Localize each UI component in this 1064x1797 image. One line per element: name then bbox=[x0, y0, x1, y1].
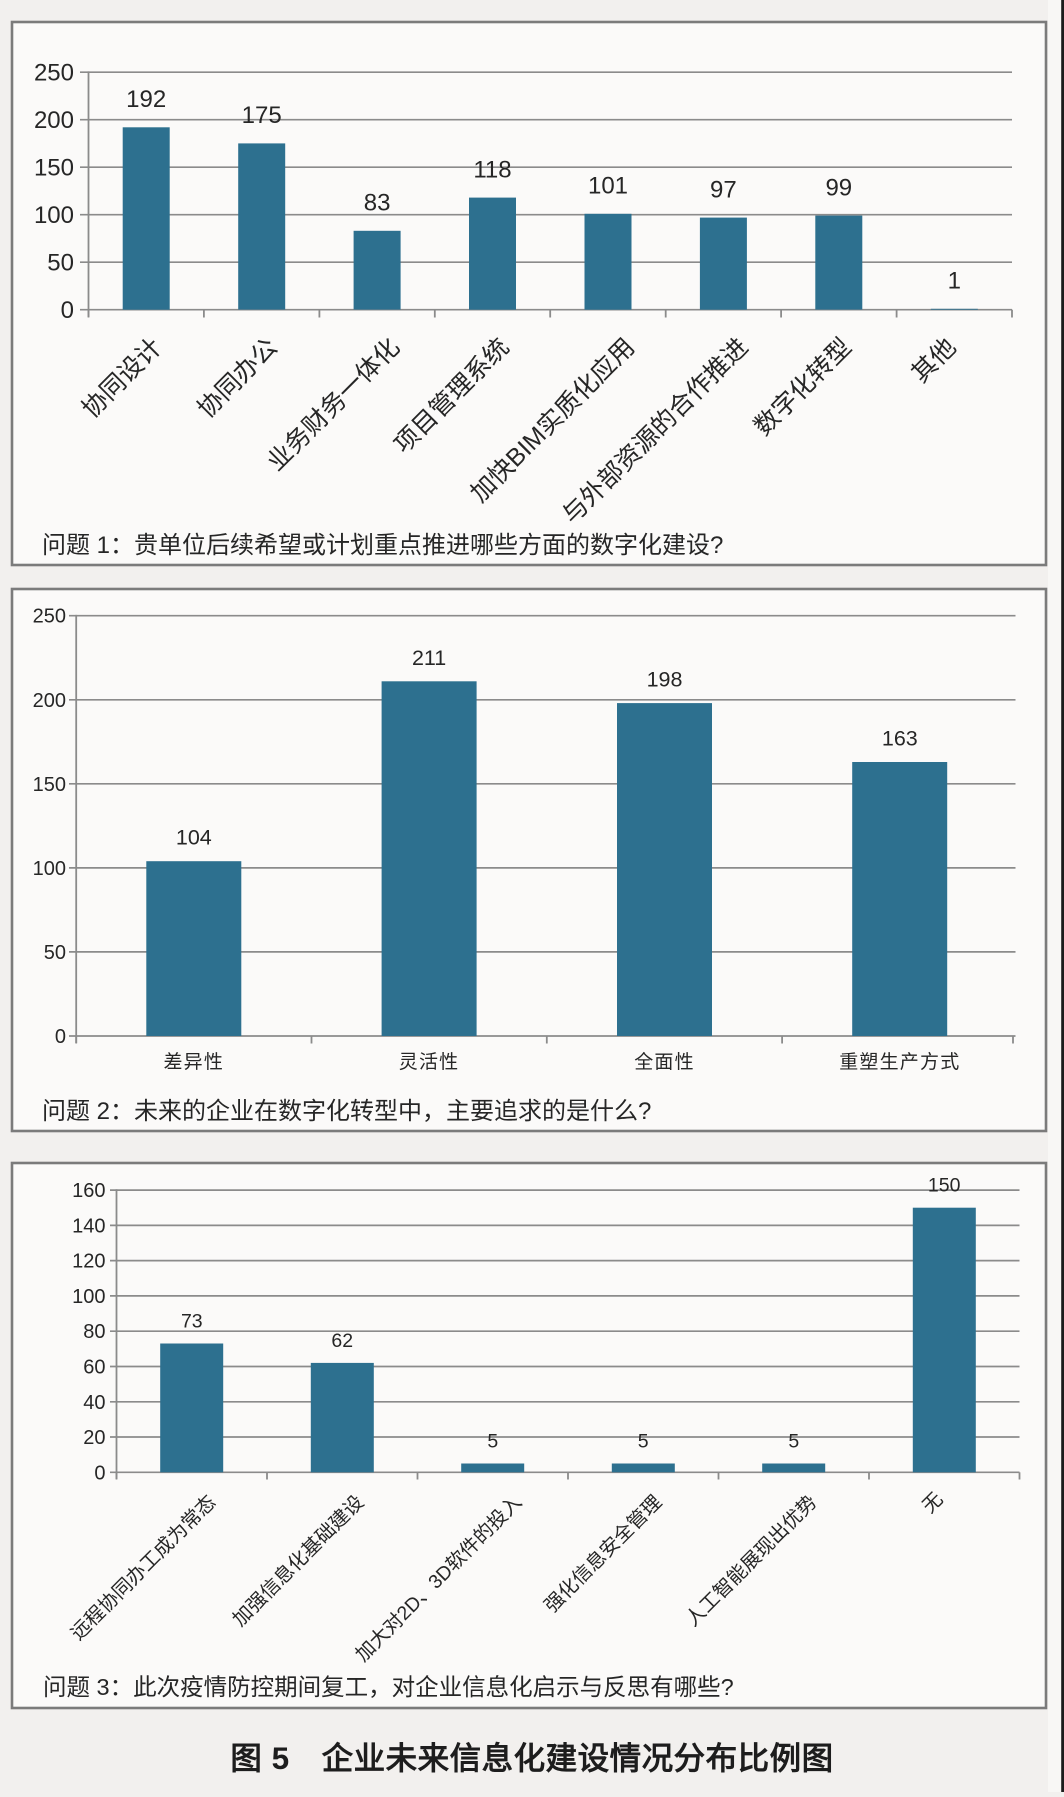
svg-text:5: 5 bbox=[638, 1431, 649, 1453]
svg-text:100: 100 bbox=[33, 858, 66, 880]
svg-text:60: 60 bbox=[83, 1357, 105, 1379]
svg-text:62: 62 bbox=[331, 1330, 353, 1352]
svg-text:50: 50 bbox=[47, 250, 74, 277]
svg-text:163: 163 bbox=[882, 727, 918, 751]
svg-text:250: 250 bbox=[33, 606, 66, 628]
svg-text:150: 150 bbox=[33, 774, 66, 796]
svg-text:差异性: 差异性 bbox=[163, 1051, 224, 1073]
svg-text:120: 120 bbox=[72, 1251, 105, 1273]
svg-text:100: 100 bbox=[34, 202, 74, 229]
svg-text:5: 5 bbox=[487, 1431, 498, 1453]
svg-text:104: 104 bbox=[176, 826, 212, 850]
svg-text:0: 0 bbox=[61, 297, 74, 324]
svg-text:198: 198 bbox=[647, 668, 683, 692]
svg-text:20: 20 bbox=[83, 1427, 105, 1449]
svg-text:0: 0 bbox=[94, 1462, 105, 1484]
svg-text:问题 3：此次疫情防控期间复工，对企业信息化启示与反思有哪些: 问题 3：此次疫情防控期间复工，对企业信息化启示与反思有哪些? bbox=[43, 1674, 734, 1700]
svg-text:200: 200 bbox=[33, 690, 66, 712]
svg-text:150: 150 bbox=[928, 1175, 961, 1197]
svg-text:0: 0 bbox=[55, 1026, 66, 1048]
svg-text:150: 150 bbox=[34, 155, 74, 182]
svg-text:97: 97 bbox=[710, 176, 737, 203]
svg-text:200: 200 bbox=[34, 107, 74, 134]
svg-text:211: 211 bbox=[412, 646, 446, 670]
svg-text:192: 192 bbox=[126, 86, 166, 113]
svg-text:250: 250 bbox=[34, 60, 74, 87]
svg-text:5: 5 bbox=[788, 1431, 799, 1453]
svg-text:100: 100 bbox=[72, 1286, 105, 1308]
svg-text:问题 1：贵单位后续希望或计划重点推进哪些方面的数字化建设?: 问题 1：贵单位后续希望或计划重点推进哪些方面的数字化建设? bbox=[42, 532, 723, 559]
svg-text:175: 175 bbox=[242, 102, 282, 129]
svg-text:83: 83 bbox=[364, 190, 391, 217]
svg-text:140: 140 bbox=[72, 1215, 105, 1237]
svg-text:73: 73 bbox=[181, 1311, 203, 1333]
svg-text:50: 50 bbox=[44, 942, 66, 964]
svg-text:1: 1 bbox=[948, 268, 961, 295]
svg-text:99: 99 bbox=[825, 174, 852, 201]
svg-text:160: 160 bbox=[72, 1180, 105, 1202]
svg-text:101: 101 bbox=[588, 173, 628, 200]
svg-text:图 5 企业未来信息化建设情况分布比例图: 图 5 企业未来信息化建设情况分布比例图 bbox=[230, 1740, 833, 1776]
svg-text:40: 40 bbox=[83, 1392, 105, 1414]
svg-text:灵活性: 灵活性 bbox=[399, 1051, 460, 1073]
svg-text:80: 80 bbox=[83, 1321, 105, 1343]
svg-text:问题 2：未来的企业在数字化转型中，主要追求的是什么?: 问题 2：未来的企业在数字化转型中，主要追求的是什么? bbox=[42, 1098, 651, 1125]
svg-text:全面性: 全面性 bbox=[634, 1051, 695, 1073]
svg-text:118: 118 bbox=[473, 156, 511, 183]
svg-text:重塑生产方式: 重塑生产方式 bbox=[839, 1051, 960, 1073]
